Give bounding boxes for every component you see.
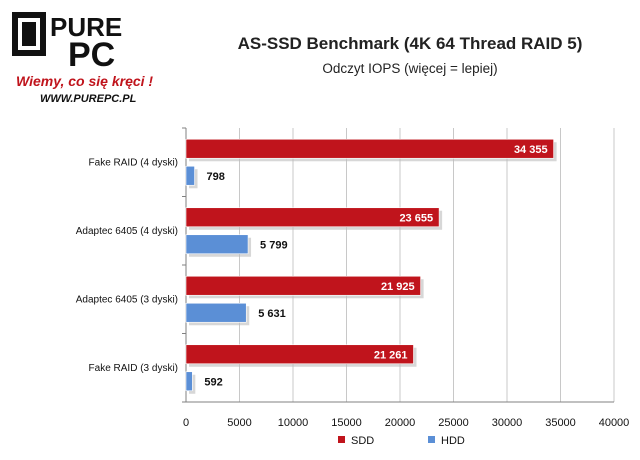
legend-label-ssd: SDD xyxy=(351,435,374,447)
x-tick-label: 25000 xyxy=(438,417,469,429)
data-label-hdd: 5 799 xyxy=(260,239,288,251)
bar-hdd xyxy=(185,302,247,323)
x-tick-label: 40000 xyxy=(599,417,630,429)
data-label-ssd: 34 355 xyxy=(514,144,548,156)
category-label: Fake RAID (3 dyski) xyxy=(89,363,178,374)
chart-subtitle: Odczyt IOPS (więcej = lepiej) xyxy=(322,61,498,76)
legend-label-hdd: HDD xyxy=(441,435,465,447)
x-tick-label: 15000 xyxy=(331,417,362,429)
bar-ssd xyxy=(185,344,414,365)
legend-swatch-ssd xyxy=(338,436,345,443)
bar-hdd xyxy=(185,165,195,186)
data-label-hdd: 592 xyxy=(204,376,222,388)
x-tick-label: 5000 xyxy=(227,417,251,429)
data-label-hdd: 798 xyxy=(207,171,225,183)
x-tick-label: 30000 xyxy=(492,417,523,429)
logo-brand-top: PURE xyxy=(50,12,122,42)
category-label: Adaptec 6405 (4 dyski) xyxy=(76,226,178,237)
data-label-ssd: 21 925 xyxy=(381,281,415,293)
chart-title: AS-SSD Benchmark (4K 64 Thread RAID 5) xyxy=(237,34,583,53)
logo-url: WWW.PUREPC.PL xyxy=(40,93,137,105)
legend-swatch-hdd xyxy=(428,436,435,443)
bar-hdd xyxy=(185,234,249,255)
logo-brand-bottom: PC xyxy=(68,36,115,74)
data-label-ssd: 21 261 xyxy=(374,349,408,361)
bar-hdd xyxy=(185,371,193,392)
x-tick-label: 20000 xyxy=(385,417,416,429)
x-tick-label: 35000 xyxy=(545,417,576,429)
x-tick-label: 10000 xyxy=(278,417,309,429)
purepc-logo: PURE PC Wiemy, co się kręci ! WWW.PUREPC… xyxy=(12,12,153,105)
category-label: Adaptec 6405 (3 dyski) xyxy=(76,294,178,305)
bar-ssd xyxy=(185,207,440,228)
data-label-ssd: 23 655 xyxy=(399,212,433,224)
x-tick-label: 0 xyxy=(183,417,189,429)
bar-ssd xyxy=(185,138,554,159)
category-label: Fake RAID (4 dyski) xyxy=(89,157,178,168)
bar-ssd xyxy=(185,275,421,296)
data-label-hdd: 5 631 xyxy=(258,308,286,320)
logo-slogan: Wiemy, co się kręci ! xyxy=(16,73,153,89)
